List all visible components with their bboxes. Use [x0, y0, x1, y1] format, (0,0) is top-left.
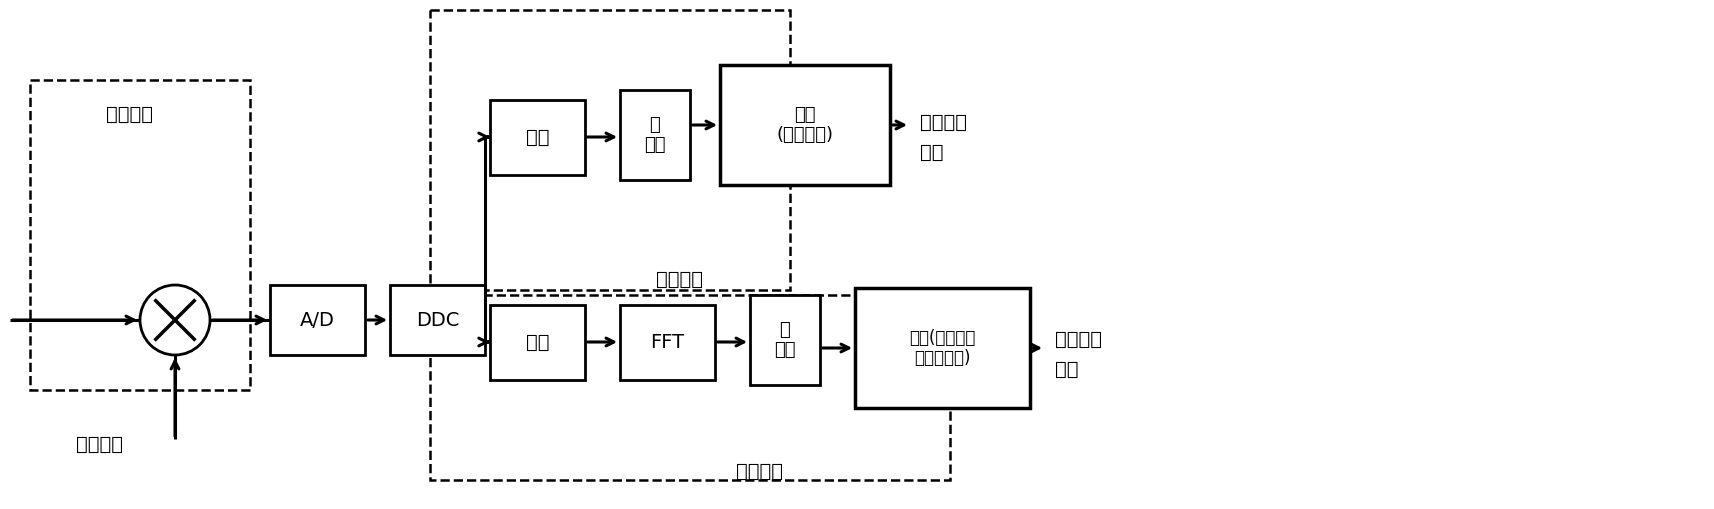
- Bar: [430, 295, 950, 480]
- Bar: [620, 90, 691, 180]
- Text: 噪声通道: 噪声通道: [656, 270, 703, 289]
- Text: 参考函数: 参考函数: [77, 435, 123, 454]
- Text: DDC: DDC: [417, 310, 459, 329]
- Text: 信号通道: 信号通道: [737, 462, 783, 481]
- Text: A/D: A/D: [300, 310, 334, 329]
- Bar: [271, 285, 365, 355]
- Bar: [430, 10, 790, 290]
- Text: 模
平方: 模 平方: [775, 321, 795, 359]
- Text: 模拟去斜: 模拟去斜: [106, 105, 154, 124]
- Bar: [490, 305, 584, 380]
- Text: 模
平方: 模 平方: [644, 116, 665, 154]
- Bar: [855, 288, 1030, 408]
- Bar: [391, 285, 485, 355]
- Text: 滤波: 滤波: [526, 128, 548, 147]
- Text: 信号通道: 信号通道: [1056, 330, 1102, 349]
- Text: 滤波: 滤波: [526, 333, 548, 352]
- Bar: [490, 100, 584, 175]
- Text: 累加(各足迹对
应固定频率): 累加(各足迹对 应固定频率): [910, 329, 975, 367]
- Bar: [31, 80, 250, 390]
- Text: 输出: 输出: [1056, 360, 1078, 379]
- Text: 输出: 输出: [920, 143, 943, 162]
- Bar: [751, 295, 819, 385]
- Text: 噪声通道: 噪声通道: [920, 113, 967, 132]
- Text: FFT: FFT: [650, 333, 684, 352]
- Text: 累加
(全部数据): 累加 (全部数据): [776, 105, 833, 145]
- Ellipse shape: [141, 285, 211, 355]
- Bar: [720, 65, 890, 185]
- Bar: [620, 305, 715, 380]
